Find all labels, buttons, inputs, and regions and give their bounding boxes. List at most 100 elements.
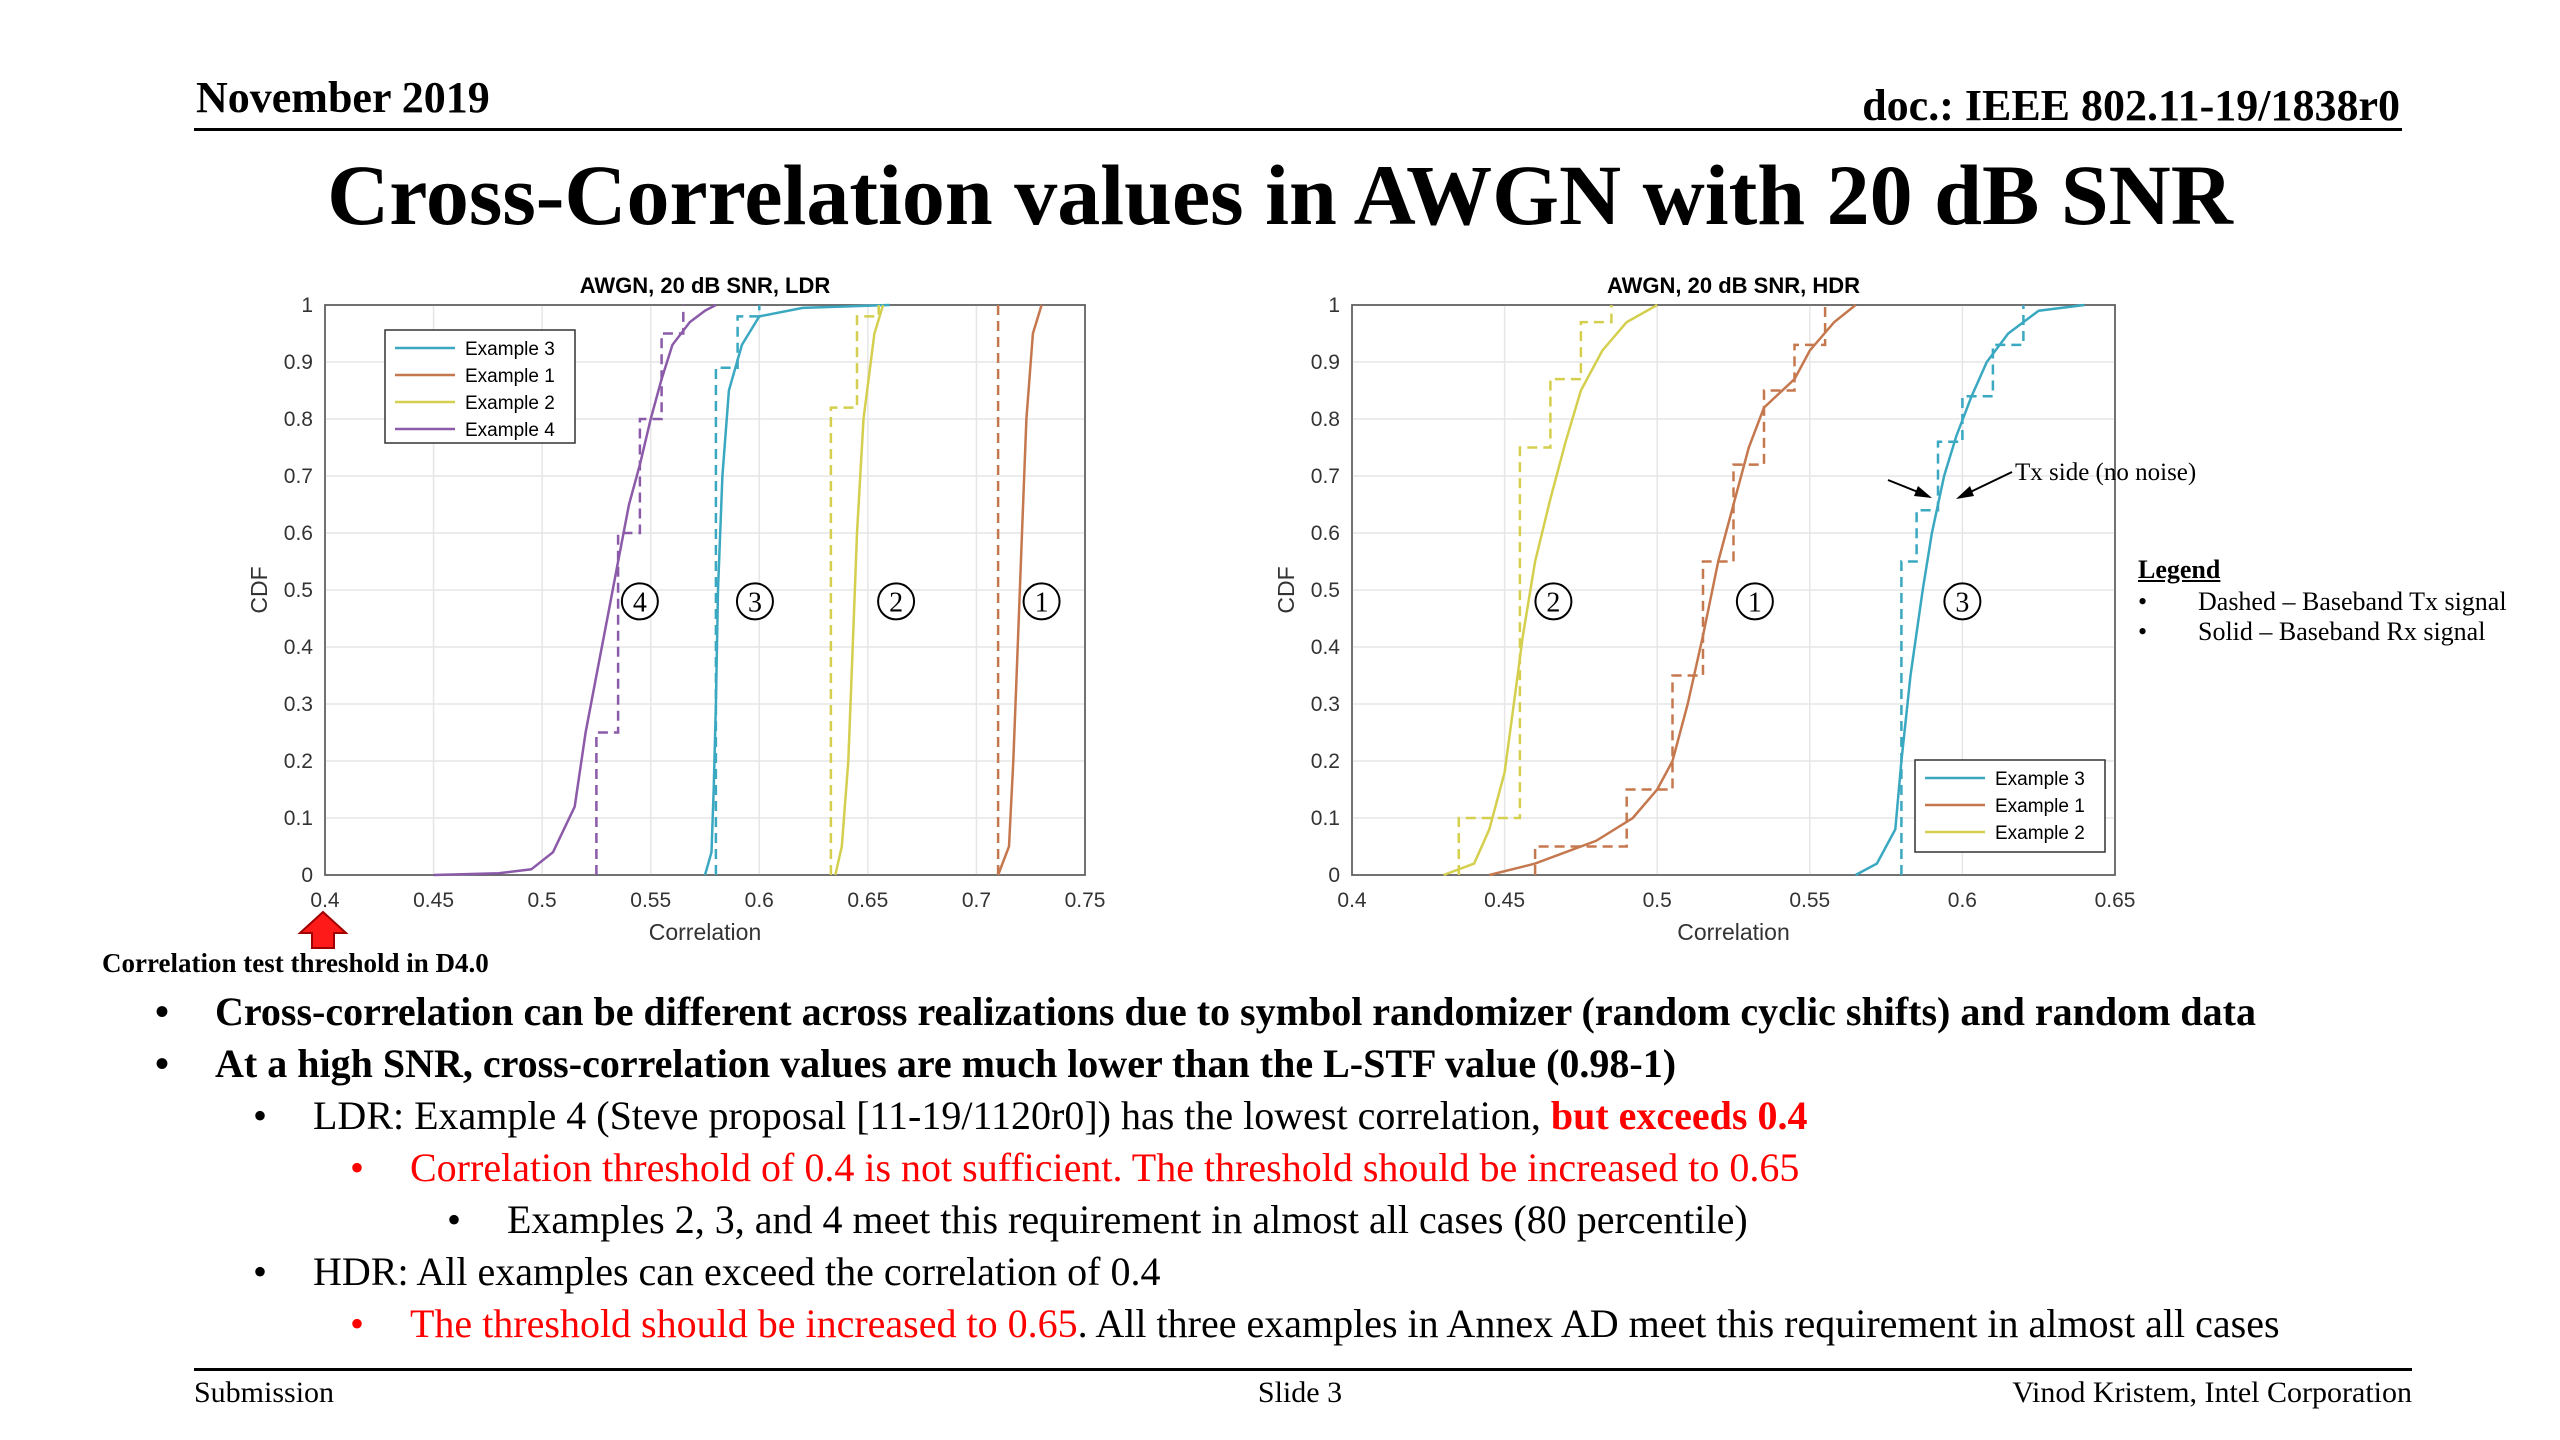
slide-title: Cross-Correlation values in AWGN with 20… [327, 147, 2233, 243]
annotation-label: 1 [1035, 587, 1049, 618]
annotation-circle [735, 582, 774, 621]
legend-entry: Example 2 [465, 393, 555, 414]
y-tick-label: 0.2 [284, 750, 313, 773]
bullet-4-text: Correlation threshold of 0.4 is not suff… [410, 1145, 1800, 1190]
series-solid-line [433, 303, 717, 877]
series-solid-line [834, 304, 885, 876]
legend-note-title: Legend [2138, 555, 2221, 584]
y-tick-label: 0 [301, 864, 313, 887]
x-tick-label: 0.6 [1948, 889, 1977, 912]
y-tick-label: 0.3 [1311, 693, 1340, 716]
x-tick-label: 0.5 [1643, 889, 1672, 912]
x-tick-label: 0.45 [1484, 889, 1525, 912]
tx-arrowhead-right [1956, 486, 1974, 499]
y-tick-label: 0.9 [1311, 351, 1340, 374]
x-tick-label: 0.7 [962, 889, 991, 912]
x-tick-label: 0.4 [1337, 889, 1367, 912]
x-tick-label: 0.55 [630, 889, 671, 912]
x-tick-label: 0.5 [528, 889, 557, 912]
bullet-3-text: LDR: Example 4 (Steve proposal [11-19/11… [313, 1093, 1551, 1138]
footer-slide-number: Slide 3 [1257, 1376, 1343, 1409]
legend-note-solid: Solid – Baseband Rx signal [2198, 617, 2486, 646]
legend-note: Legend • Dashed – Baseband Tx signal • S… [2138, 555, 2507, 647]
series-dashed-line [595, 305, 685, 875]
x-tick-label: 0.6 [745, 889, 774, 912]
annotation-circle [1534, 582, 1573, 621]
y-tick-label: 1 [301, 294, 313, 317]
x-tick-label: 0.4 [310, 889, 340, 912]
series-solid-line [1488, 304, 1857, 877]
legend-entry: Example 2 [1995, 823, 2085, 844]
bullet-symbol: • [447, 1197, 462, 1242]
y-tick-label: 1 [1328, 294, 1340, 317]
tx-side-label: Tx side (no noise) [2015, 459, 2196, 486]
footer-author: Vinod Kristem, Intel Corporation [2012, 1376, 2412, 1409]
plot-frame [1351, 304, 2116, 876]
annotation-label: 2 [1546, 587, 1560, 618]
legend-note-bullet: • [2138, 587, 2148, 616]
legend-entry: Example 1 [1995, 796, 2085, 817]
series-dashed-line [1900, 305, 2025, 875]
series-dashed-line [714, 305, 761, 875]
annotation-label: 3 [748, 587, 762, 618]
legend-note-dashed: Dashed – Baseband Tx signal [2198, 587, 2507, 616]
bullet-2: • At a high SNR, cross-correlation value… [155, 1040, 1676, 1087]
tx-arrowhead-left [1914, 486, 1932, 498]
y-tick-label: 0.7 [1311, 465, 1340, 488]
bullet-5: • Examples 2, 3, and 4 meet this require… [447, 1196, 1748, 1243]
series-dashed-line [1457, 305, 1613, 875]
footer-divider [194, 1368, 2412, 1371]
series-solid-line [1443, 303, 1658, 877]
bullet-symbol: • [350, 1145, 365, 1190]
bullet-symbol: • [253, 1093, 268, 1138]
y-tick-label: 0.8 [284, 408, 313, 431]
y-tick-label: 0.9 [284, 351, 313, 374]
y-tick-label: 0.6 [1311, 522, 1340, 545]
legend-entry: Example 3 [1995, 769, 2085, 790]
bullet-3-emphasis: but exceeds 0.4 [1550, 1093, 1808, 1138]
annotation-label: 3 [1955, 587, 1969, 618]
series-dashed-line [829, 305, 880, 875]
y-tick-label: 0.3 [284, 693, 313, 716]
legend-entry: Example 3 [465, 339, 555, 360]
threshold-label: Correlation test threshold in D4.0 [102, 948, 489, 978]
annotation-label: 2 [889, 587, 903, 618]
y-tick-label: 0.7 [284, 465, 313, 488]
bullet-7-red: The threshold should be increased to 0.6… [410, 1301, 1078, 1346]
annotation-circle [1943, 582, 1982, 621]
bullet-3: • LDR: Example 4 (Steve proposal [11-19/… [253, 1092, 1807, 1139]
bullet-1-text: Cross-correlation can be different acros… [215, 989, 2256, 1034]
y-tick-label: 0.5 [284, 579, 313, 602]
header-date: November 2019 [196, 73, 490, 122]
y-tick-label: 0.2 [1311, 750, 1340, 773]
header-doc-id: doc.: IEEE 802.11-19/1838r0 [1862, 81, 2400, 130]
x-tick-label: 0.75 [1065, 889, 1106, 912]
x-tick-label: 0.65 [2095, 889, 2136, 912]
x-axis-label: Correlation [1677, 919, 1790, 945]
y-tick-label: 0.1 [284, 807, 313, 830]
annotation-label: 4 [633, 587, 647, 618]
series-solid-line [703, 303, 890, 876]
y-tick-label: 0.8 [1311, 408, 1340, 431]
legend-entry: Example 4 [465, 420, 555, 441]
chart-title: AWGN, 20 dB SNR, LDR [580, 273, 831, 298]
annotation-label: 1 [1748, 587, 1762, 618]
x-tick-label: 0.55 [1789, 889, 1830, 912]
bullet-symbol: • [350, 1301, 365, 1346]
threshold-arrow-icon [297, 910, 349, 949]
series-solid-line [996, 304, 1043, 876]
bullet-symbol: • [155, 1041, 170, 1086]
footer-submission: Submission [194, 1376, 335, 1409]
y-tick-label: 0.6 [284, 522, 313, 545]
y-axis-label: CDF [1273, 566, 1299, 613]
bullet-7-text: . All three examples in Annex AD meet th… [1077, 1301, 2280, 1346]
legend-entry: Example 1 [465, 366, 555, 387]
y-axis-label: CDF [246, 566, 272, 613]
legend-note-bullet: • [2138, 617, 2148, 646]
bullet-symbol: • [155, 989, 170, 1034]
x-axis-label: Correlation [649, 919, 762, 945]
annotation-circle [1022, 582, 1061, 621]
annotation-circle [620, 582, 659, 621]
bullet-7: • The threshold should be increased to 0… [350, 1300, 2280, 1347]
y-tick-label: 0.1 [1311, 807, 1340, 830]
